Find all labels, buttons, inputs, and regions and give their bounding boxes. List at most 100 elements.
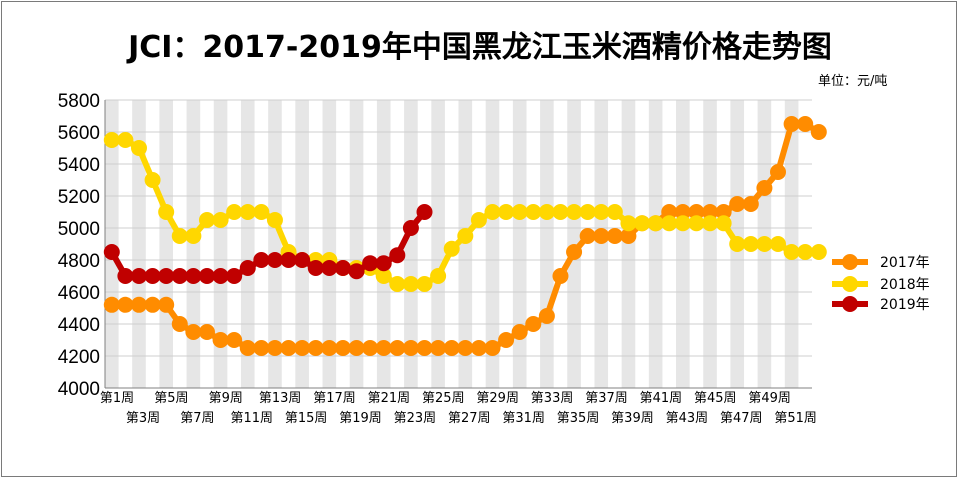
- x-tick-label: 第45周: [694, 391, 737, 406]
- data-point: [566, 244, 583, 260]
- x-tick-label: 第27周: [448, 411, 491, 426]
- data-point: [729, 196, 746, 212]
- data-point: [797, 116, 814, 132]
- stripe: [213, 100, 228, 388]
- stripe: [703, 100, 717, 388]
- data-point: [470, 212, 487, 228]
- data-point: [280, 340, 297, 356]
- x-tick-label: 第51周: [774, 411, 817, 426]
- data-point: [307, 260, 324, 276]
- data-point: [511, 204, 528, 220]
- series-0: [103, 116, 827, 356]
- data-point: [253, 252, 270, 268]
- data-point: [266, 340, 283, 356]
- data-point: [103, 296, 120, 313]
- x-tick-label: 第1周: [100, 391, 134, 406]
- x-tick-label: 第43周: [666, 411, 709, 426]
- data-point: [810, 244, 827, 260]
- data-point: [661, 204, 678, 220]
- data-point: [756, 236, 773, 252]
- stripe: [268, 100, 282, 388]
- data-point: [130, 140, 147, 156]
- stripe: [349, 100, 364, 388]
- x-tick-label: 第41周: [640, 391, 683, 406]
- x-tick-label: 第31周: [502, 411, 545, 426]
- stripe: [512, 100, 527, 388]
- stripe: [376, 100, 391, 388]
- data-point: [239, 204, 256, 220]
- data-point: [389, 276, 406, 292]
- data-point: [634, 215, 651, 232]
- data-point: [715, 215, 732, 232]
- data-point: [484, 340, 501, 356]
- data-point: [457, 228, 474, 244]
- data-point: [430, 268, 447, 284]
- legend-label: 2017年: [880, 255, 930, 271]
- data-point: [130, 268, 147, 284]
- data-point: [307, 340, 324, 356]
- x-tick-label: 第39周: [611, 411, 654, 426]
- data-point: [226, 204, 243, 220]
- x-tick-label: 第17周: [313, 391, 356, 406]
- x-tick-label: 第3周: [126, 411, 160, 426]
- x-tick-label: 第37周: [585, 391, 628, 406]
- x-tick-label: 第23周: [394, 411, 437, 426]
- x-tick-label: 第5周: [154, 391, 188, 406]
- x-tick-label: 第35周: [557, 411, 600, 426]
- y-tick-label: 5800: [58, 91, 100, 112]
- legend-swatch-marker: [842, 254, 858, 270]
- data-point: [525, 316, 542, 332]
- y-tick-labels: 4000 4200 4400 4600 4800 5000 5200 5400 5600 5800: [58, 91, 100, 400]
- stripe: [676, 100, 690, 388]
- legend-label: 2018年: [880, 277, 930, 293]
- data-point: [158, 296, 175, 313]
- data-point: [253, 340, 270, 356]
- data-point: [511, 324, 528, 340]
- data-point: [402, 340, 419, 356]
- data-point: [470, 340, 487, 356]
- y-tick-label: 5200: [58, 187, 100, 208]
- x-tick-label: 第15周: [285, 411, 328, 426]
- data-point: [593, 204, 610, 220]
- data-point: [525, 204, 542, 220]
- stripe: [784, 100, 799, 388]
- data-point: [729, 236, 746, 252]
- data-point: [538, 204, 555, 220]
- stripe: [295, 100, 309, 388]
- data-point: [239, 260, 256, 276]
- data-point: [647, 215, 664, 232]
- data-point: [171, 228, 188, 244]
- data-point: [715, 204, 732, 220]
- data-point: [606, 204, 623, 220]
- stripe: [132, 100, 146, 388]
- stripe: [159, 100, 173, 388]
- x-tick-label: 第11周: [230, 411, 273, 426]
- data-point: [144, 268, 161, 284]
- data-point: [334, 340, 351, 356]
- data-point: [797, 244, 814, 260]
- data-point: [783, 244, 800, 260]
- data-point: [688, 204, 705, 220]
- stripe: [404, 100, 418, 388]
- data-point: [674, 204, 691, 220]
- data-point: [266, 212, 283, 228]
- y-tick-label: 5000: [58, 219, 100, 240]
- data-point: [674, 215, 691, 232]
- data-point: [294, 340, 311, 356]
- unit-label: 单位：元/吨: [818, 74, 888, 89]
- x-tick-label: 第9周: [209, 391, 243, 406]
- data-point: [498, 332, 515, 348]
- data-point: [443, 340, 460, 356]
- data-point: [185, 324, 202, 340]
- data-point: [239, 340, 256, 356]
- data-point: [321, 340, 338, 356]
- x-tick-label: 第13周: [259, 391, 302, 406]
- data-point: [103, 132, 120, 148]
- data-point: [212, 212, 229, 228]
- data-point: [620, 215, 637, 232]
- data-point: [198, 268, 215, 284]
- y-tick-label: 4400: [58, 315, 100, 336]
- data-point: [702, 215, 719, 232]
- x-tick-label: 第7周: [180, 411, 214, 426]
- data-point: [579, 204, 596, 220]
